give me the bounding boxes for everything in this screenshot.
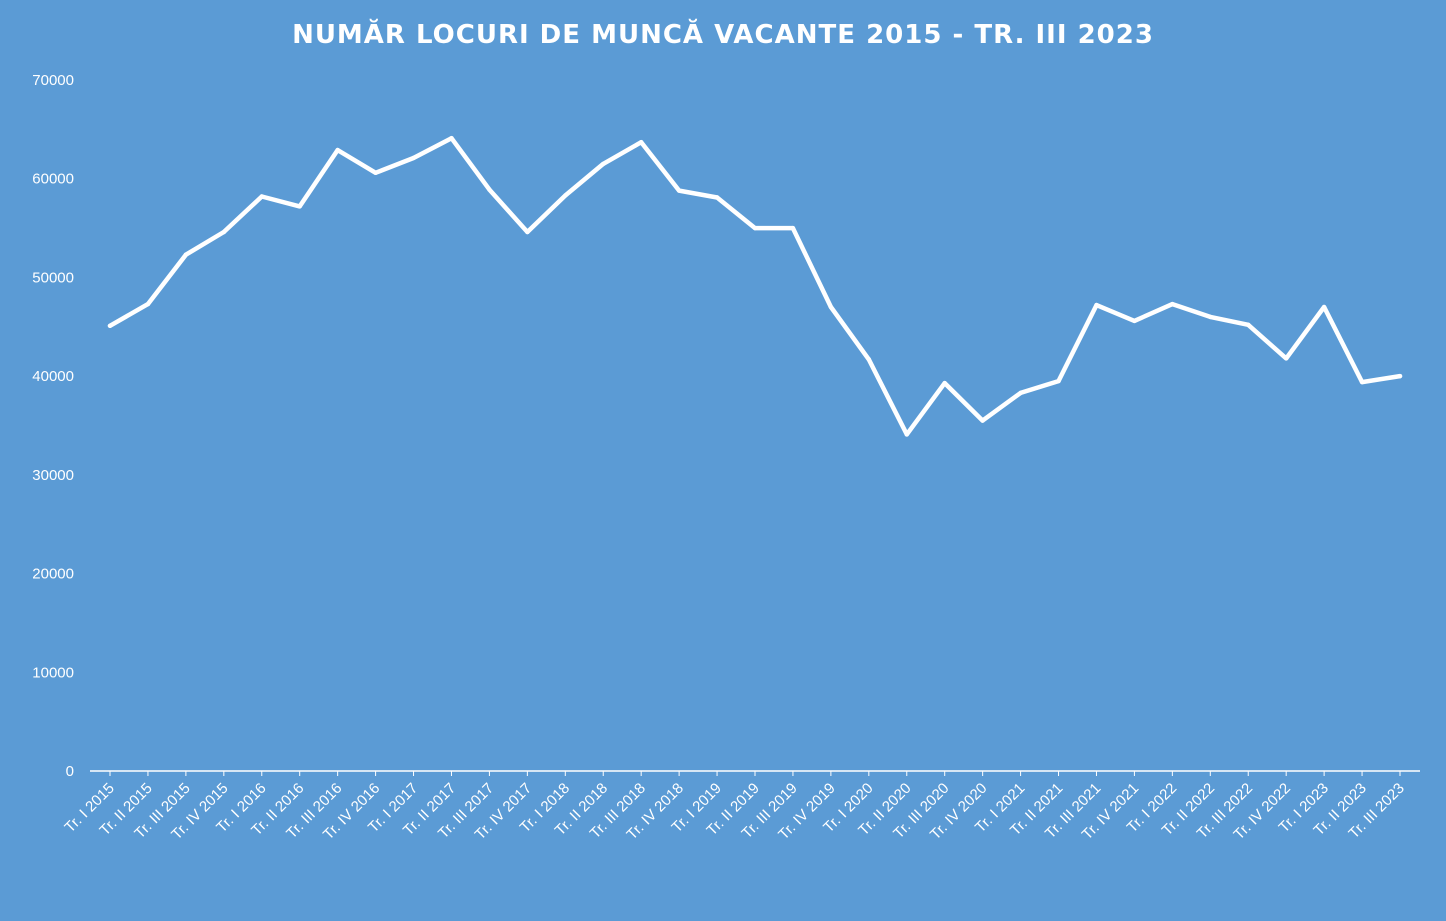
y-tick-label: 60000 [32, 171, 74, 188]
data-point [980, 418, 985, 423]
y-tick-label: 40000 [32, 368, 74, 385]
data-point [297, 204, 302, 209]
y-tick-label: 30000 [32, 467, 74, 484]
data-point [1397, 373, 1403, 379]
data-point [601, 161, 606, 167]
chart-title: NUMĂR LOCURI DE MUNCĂ VACANTE 2015 - TR.… [292, 20, 1154, 50]
y-axis: 0 10000 20000 30000 40000 50000 60000 70000 [32, 72, 74, 780]
data-point [866, 357, 872, 362]
y-tick-label: 20000 [32, 566, 74, 583]
data-point [1208, 314, 1213, 320]
y-tick-label: 10000 [32, 664, 74, 681]
data-point [942, 380, 947, 386]
data-point [1056, 378, 1061, 384]
drop-lines [109, 138, 1401, 771]
data-point [790, 225, 796, 231]
data-point [1018, 390, 1023, 396]
data-point [1246, 322, 1251, 328]
data-point [714, 195, 720, 200]
data-point [752, 225, 758, 231]
data-point [904, 432, 909, 437]
series-group [107, 135, 1403, 437]
data-point [1170, 301, 1175, 307]
data-point [525, 229, 530, 235]
data-point [373, 170, 378, 175]
data-point [828, 304, 834, 310]
y-tick-label: 0 [66, 763, 74, 780]
data-point [107, 323, 113, 328]
data-point [221, 229, 227, 235]
data-point [449, 136, 454, 141]
data-point [563, 193, 568, 198]
data-point [1132, 318, 1137, 324]
data-point [1094, 302, 1099, 308]
data-point [487, 187, 492, 192]
y-tick-label: 50000 [32, 269, 74, 286]
data-point [259, 194, 264, 199]
y-tick-label: 70000 [32, 72, 74, 89]
data-point [1359, 379, 1365, 385]
data-point [411, 155, 416, 161]
data-point [676, 188, 682, 193]
data-point [638, 139, 644, 145]
data-point [183, 252, 189, 257]
data-point [1321, 304, 1327, 310]
data-point [335, 147, 340, 153]
data-point [1283, 356, 1289, 361]
data-point [145, 301, 151, 307]
